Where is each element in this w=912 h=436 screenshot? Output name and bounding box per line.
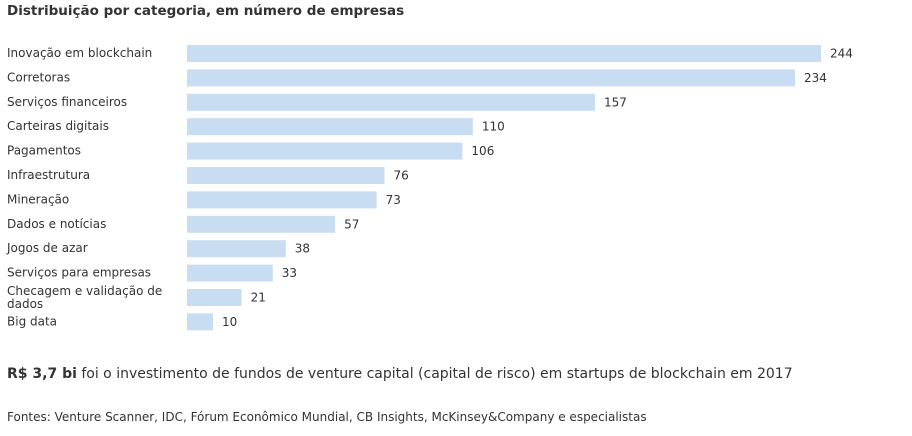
category-label-dados-e-noticias: Dados e notícias	[7, 217, 106, 231]
bar-corretoras	[187, 69, 796, 87]
value-label-dados-e-noticias: 57	[344, 217, 359, 231]
value-label-servicos-para-empresas: 33	[282, 266, 297, 280]
category-label-jogos-de-azar: Jogos de azar	[6, 241, 88, 255]
bar-big-data	[187, 313, 213, 331]
value-label-mineracao: 73	[386, 193, 401, 207]
bar-pagamentos	[187, 142, 463, 160]
value-label-inovacao-em-blockchain: 244	[830, 47, 853, 61]
bar-servicos-para-empresas	[187, 264, 273, 282]
chart-title: Distribuição por categoria, em número de…	[7, 3, 405, 19]
value-label-pagamentos: 106	[471, 144, 494, 158]
bar-chart: Inovação em blockchain 244 Corretoras 234 Se…	[6, 45, 853, 331]
category-label-servicos-para-empresas: Serviços para empresas	[7, 266, 151, 280]
value-label-jogos-de-azar: 38	[295, 242, 310, 256]
bar-inovacao-em-blockchain	[187, 45, 821, 62]
category-label-inovacao-em-blockchain: Inovação em blockchain	[7, 46, 152, 60]
bar-mineracao	[187, 191, 377, 209]
category-label-corretoras: Corretoras	[7, 70, 70, 84]
category-label-infraestrutura: Infraestrutura	[7, 168, 90, 182]
category-label-mineracao: Mineração	[7, 192, 69, 206]
bar-servicos-financeiros	[187, 93, 595, 111]
value-label-carteiras-digitais: 110	[482, 120, 505, 134]
bar-carteiras-digitais	[187, 118, 473, 136]
category-label-pagamentos: Pagamentos	[7, 144, 81, 158]
category-label-servicos-financeiros: Serviços financeiros	[7, 95, 127, 109]
value-label-infraestrutura: 76	[393, 169, 408, 183]
value-label-corretoras: 234	[804, 71, 827, 85]
bar-checagem-e-validacao-de-dados	[187, 289, 242, 306]
value-label-big-data: 10	[222, 315, 237, 329]
value-label-servicos-financeiros: 157	[604, 95, 627, 109]
bar-infraestrutura	[187, 167, 385, 184]
highlight-statement: R$ 3,7 bi foi o investimento de fundos d…	[7, 366, 793, 382]
highlight-text: foi o investimento de fundos de venture …	[81, 366, 793, 382]
value-label-checagem-e-validacao-de-dados: 21	[251, 291, 266, 305]
highlight-value: R$ 3,7 bi	[7, 366, 77, 382]
bar-dados-e-noticias	[187, 215, 336, 233]
sources-note: Fontes: Venture Scanner, IDC, Fórum Econ…	[7, 410, 647, 424]
category-label-carteiras-digitais: Carteiras digitais	[7, 119, 109, 133]
category-label-big-data: Big data	[7, 314, 57, 328]
category-label-checagem-e-validacao-de-dados: Checagem e validação de dados	[7, 284, 162, 311]
bar-jogos-de-azar	[187, 240, 286, 258]
